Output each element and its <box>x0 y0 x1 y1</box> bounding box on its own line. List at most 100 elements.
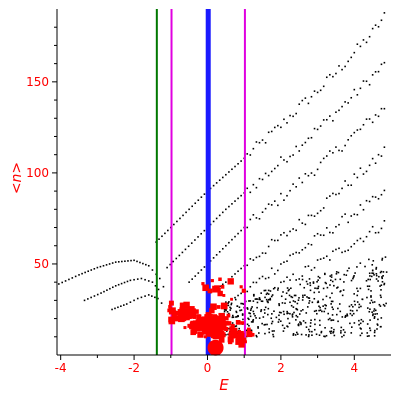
data-point-black <box>296 302 299 305</box>
data-point-black <box>270 130 273 133</box>
data-point-black <box>361 298 364 301</box>
data-point-red <box>205 330 213 337</box>
data-point-black <box>240 309 243 311</box>
data-point-black <box>254 298 257 300</box>
data-point-black <box>380 317 383 319</box>
data-point-red <box>237 330 244 338</box>
data-point-black <box>315 333 318 336</box>
data-point-black <box>283 280 285 283</box>
data-point-black <box>249 258 252 260</box>
data-point-black <box>377 231 380 234</box>
data-point-black <box>309 284 312 287</box>
data-point-black <box>264 172 267 175</box>
data-point-black <box>136 297 139 300</box>
data-point-black <box>218 251 221 253</box>
data-point-red <box>239 285 243 289</box>
data-point-black <box>232 316 235 319</box>
data-point-black <box>377 70 380 73</box>
data-point-black <box>200 196 203 198</box>
data-point-black <box>136 260 138 263</box>
data-point-black <box>117 283 120 286</box>
data-point-black <box>366 285 369 288</box>
data-point-black <box>294 334 297 336</box>
data-point-black <box>249 300 252 302</box>
data-point-black <box>295 331 298 334</box>
data-point-black <box>313 215 316 217</box>
data-point-black <box>265 293 268 296</box>
data-point-black <box>325 118 328 121</box>
data-point-black <box>329 284 331 286</box>
data-point-black <box>325 227 328 229</box>
data-point-black <box>236 315 238 318</box>
data-point-black <box>338 223 340 226</box>
data-point-black <box>266 323 268 326</box>
data-point-black <box>332 151 334 154</box>
data-point-black <box>283 261 285 264</box>
data-point-black <box>133 299 135 302</box>
data-point-black <box>264 306 267 309</box>
data-point-black <box>267 131 270 134</box>
data-point-black <box>385 271 388 273</box>
data-point-red <box>217 290 223 297</box>
data-point-black <box>96 266 99 269</box>
data-point-black <box>151 295 153 297</box>
data-point-red <box>218 312 225 320</box>
data-point-black <box>102 264 105 267</box>
data-point-black <box>359 262 362 264</box>
data-point-black <box>197 272 200 274</box>
data-point-black <box>350 304 353 306</box>
data-point-black <box>331 306 334 309</box>
data-point-black <box>324 335 326 338</box>
data-point-black <box>266 300 269 303</box>
data-point-black <box>307 243 310 245</box>
data-point-black <box>212 257 215 259</box>
data-point-black <box>383 282 386 285</box>
data-point-black <box>332 250 334 253</box>
data-point-black <box>240 302 242 305</box>
data-point-black <box>292 253 294 255</box>
data-point-black <box>231 322 234 324</box>
data-point-black <box>384 256 387 258</box>
data-point-black <box>335 248 337 251</box>
data-point-black <box>375 274 378 277</box>
data-point-black <box>61 281 63 284</box>
data-point-black <box>267 276 270 279</box>
data-point-red <box>238 341 245 348</box>
data-point-black <box>316 128 319 131</box>
data-point-black <box>383 12 386 14</box>
data-point-black <box>344 316 346 318</box>
data-point-red <box>212 314 218 319</box>
data-point-black <box>78 274 80 276</box>
data-point-black <box>90 269 93 271</box>
data-point-black <box>331 292 333 295</box>
data-point-red-large <box>207 339 224 356</box>
data-point-black <box>256 298 258 300</box>
data-point-black <box>157 297 159 300</box>
data-point-black <box>123 304 125 306</box>
data-point-black <box>238 327 241 330</box>
data-point-black <box>339 278 342 281</box>
data-point-black <box>369 327 371 329</box>
data-point-black <box>368 285 371 288</box>
data-point-black <box>377 318 379 321</box>
data-point-black <box>325 282 328 285</box>
data-point-black <box>304 294 306 297</box>
data-point-black <box>320 331 323 334</box>
data-point-black <box>289 230 291 233</box>
data-point-black <box>313 291 316 294</box>
data-point-black <box>291 313 294 315</box>
data-point-black <box>235 325 238 327</box>
data-point-black <box>341 335 343 338</box>
data-point-black <box>332 330 335 333</box>
data-point-black <box>298 252 301 254</box>
data-point-black <box>169 263 171 266</box>
data-point-black <box>230 302 233 305</box>
data-point-black <box>264 332 266 335</box>
data-point-black <box>256 306 258 309</box>
data-point-black <box>175 257 178 260</box>
data-point-black <box>341 187 343 190</box>
data-point-red <box>183 326 187 330</box>
data-point-red <box>168 300 174 306</box>
data-point-black <box>335 273 338 275</box>
data-point-black <box>304 97 307 99</box>
